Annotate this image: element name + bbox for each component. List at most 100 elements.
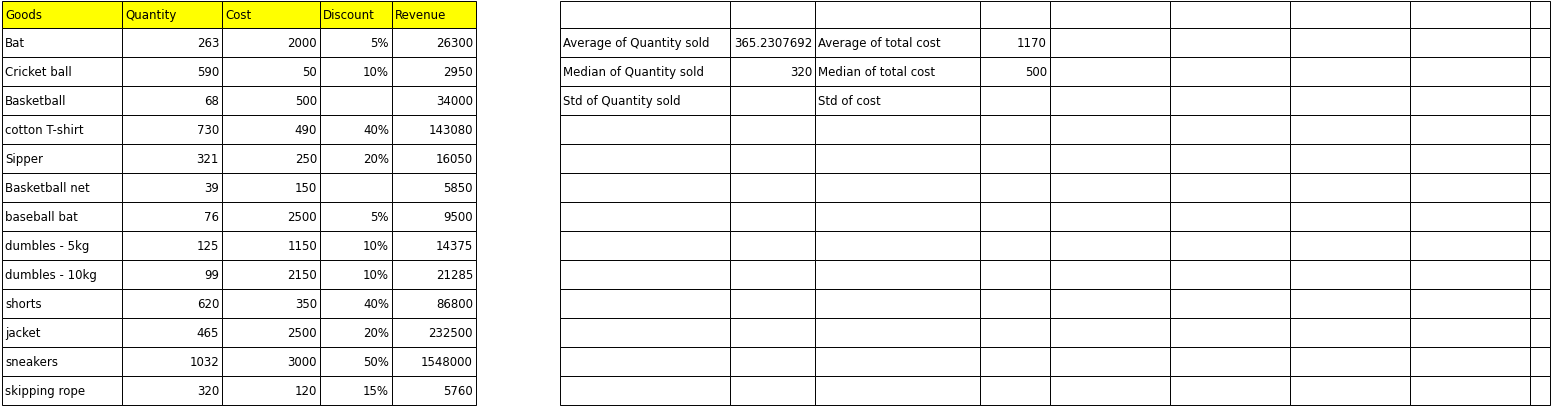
Text: Cricket ball: Cricket ball [5, 66, 71, 79]
Bar [1290, 87, 1411, 116]
Bar [1290, 116, 1411, 145]
Bar [222, 318, 320, 347]
Text: 15%: 15% [363, 384, 390, 397]
Bar [320, 87, 393, 116]
Bar [320, 202, 393, 231]
Text: 263: 263 [197, 37, 219, 50]
Bar [1051, 173, 1170, 202]
Bar [1170, 145, 1290, 173]
Bar [393, 231, 476, 261]
Bar [2, 318, 123, 347]
Bar [222, 289, 320, 318]
Bar [222, 376, 320, 405]
Bar [815, 318, 979, 347]
Bar [815, 376, 979, 405]
Text: skipping rope: skipping rope [5, 384, 85, 397]
Bar [815, 289, 979, 318]
Bar [222, 202, 320, 231]
Bar [1530, 58, 1550, 87]
Text: 232500: 232500 [428, 326, 473, 339]
Bar [979, 29, 1051, 58]
Bar [729, 347, 815, 376]
Bar [560, 58, 729, 87]
Bar [729, 261, 815, 289]
Bar [1170, 347, 1290, 376]
Bar [1051, 347, 1170, 376]
Text: 10%: 10% [363, 268, 390, 281]
Text: 26300: 26300 [436, 37, 473, 50]
Bar [222, 231, 320, 261]
Text: 3000: 3000 [287, 355, 317, 368]
Text: 143080: 143080 [428, 124, 473, 137]
Bar [1411, 58, 1530, 87]
Bar [1290, 289, 1411, 318]
Bar [1290, 231, 1411, 261]
Bar [815, 87, 979, 116]
Bar [560, 376, 729, 405]
Bar [2, 2, 123, 29]
Bar [123, 2, 222, 29]
Bar [1411, 261, 1530, 289]
Text: Sipper: Sipper [5, 153, 43, 166]
Bar [979, 318, 1051, 347]
Bar [560, 87, 729, 116]
Text: dumbles - 10kg: dumbles - 10kg [5, 268, 96, 281]
Bar [1530, 318, 1550, 347]
Text: Std of cost: Std of cost [818, 95, 880, 108]
Bar [1051, 2, 1170, 29]
Text: cotton T-shirt: cotton T-shirt [5, 124, 84, 137]
Bar [815, 116, 979, 145]
Text: Std of Quantity sold: Std of Quantity sold [563, 95, 681, 108]
Text: 16050: 16050 [436, 153, 473, 166]
Bar [320, 116, 393, 145]
Text: baseball bat: baseball bat [5, 211, 78, 223]
Text: 99: 99 [203, 268, 219, 281]
Text: 490: 490 [295, 124, 317, 137]
Text: 9500: 9500 [444, 211, 473, 223]
Bar [222, 29, 320, 58]
Bar [1411, 145, 1530, 173]
Bar [222, 173, 320, 202]
Bar [1530, 2, 1550, 29]
Text: 365.2307692: 365.2307692 [734, 37, 812, 50]
Bar [729, 87, 815, 116]
Bar [1411, 173, 1530, 202]
Bar [1170, 29, 1290, 58]
Text: 50: 50 [303, 66, 317, 79]
Text: 40%: 40% [363, 124, 390, 137]
Text: 150: 150 [295, 182, 317, 195]
Bar [222, 87, 320, 116]
Bar [393, 173, 476, 202]
Bar [393, 29, 476, 58]
Bar [1530, 202, 1550, 231]
Text: 730: 730 [197, 124, 219, 137]
Bar [1051, 116, 1170, 145]
Bar [979, 202, 1051, 231]
Text: 2950: 2950 [444, 66, 473, 79]
Bar [393, 318, 476, 347]
Bar [320, 58, 393, 87]
Bar [1290, 202, 1411, 231]
Bar [222, 145, 320, 173]
Bar [815, 347, 979, 376]
Bar [815, 58, 979, 87]
Bar [1051, 318, 1170, 347]
Bar [729, 202, 815, 231]
Bar [815, 145, 979, 173]
Bar [1411, 231, 1530, 261]
Bar [1051, 261, 1170, 289]
Bar [1051, 376, 1170, 405]
Bar [1411, 29, 1530, 58]
Text: 68: 68 [205, 95, 219, 108]
Bar [560, 231, 729, 261]
Bar [1170, 2, 1290, 29]
Bar [393, 202, 476, 231]
Bar [1170, 376, 1290, 405]
Bar [123, 231, 222, 261]
Text: 2500: 2500 [287, 326, 317, 339]
Bar [1530, 231, 1550, 261]
Bar [815, 2, 979, 29]
Bar [560, 2, 729, 29]
Text: 465: 465 [197, 326, 219, 339]
Text: 10%: 10% [363, 66, 390, 79]
